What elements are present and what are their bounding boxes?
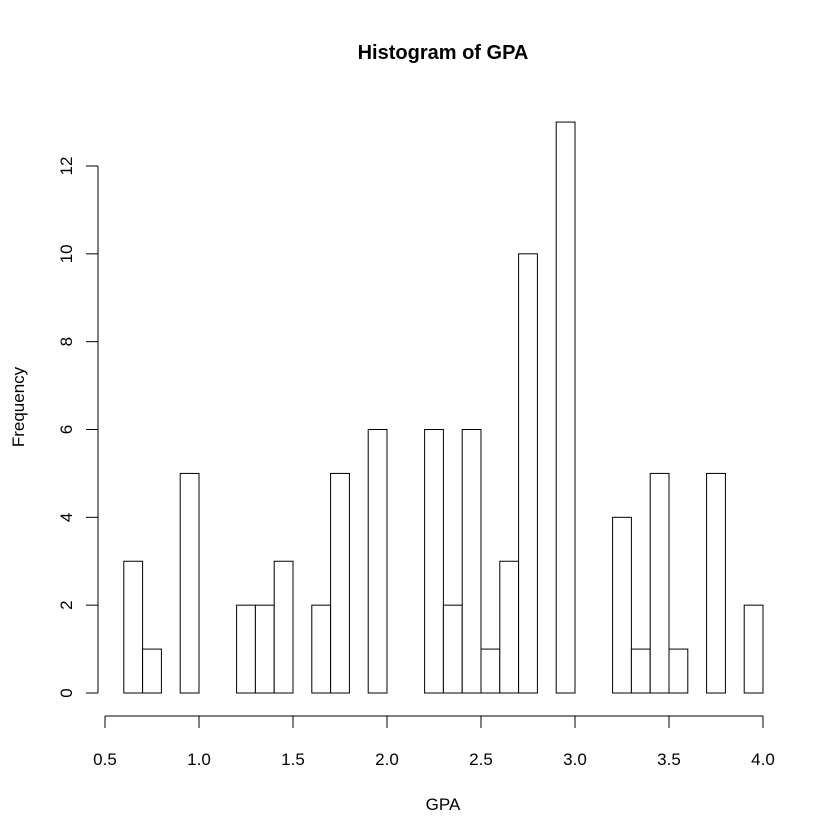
histogram-bar [612,516,632,694]
x-tick-label: 3.5 [657,750,681,769]
histogram-bar [330,472,350,694]
histogram-bar [518,253,538,694]
y-tick-label: 12 [57,157,76,176]
histogram-bar [254,604,275,694]
histogram-bar [499,560,520,694]
histogram-bar [649,472,670,694]
x-tick-label: 1.5 [281,750,305,769]
x-axis: 0.5 1.0 1.5 2.0 2.5 3.0 3.5 4.0 [93,715,775,769]
y-tick-label: 8 [57,337,76,346]
y-tick-label: 2 [57,600,76,609]
x-tick-label: 2.0 [375,750,399,769]
histogram-bar [142,648,162,694]
x-tick-label: 0.5 [93,750,117,769]
histogram-bar [311,604,332,694]
histogram-bar [480,648,501,694]
histogram-bar [273,560,294,694]
histogram-bar [442,604,463,694]
histogram-bar [668,648,689,694]
y-tick-label: 0 [57,688,76,697]
y-tick-label: 4 [57,513,76,522]
x-tick-label: 3.0 [563,750,587,769]
y-tick-label: 6 [57,425,76,434]
histogram-bar [367,429,388,694]
histogram-bar [630,648,651,694]
x-axis-label: GPA [426,795,461,814]
histogram-bar [555,121,576,694]
y-tick-label: 10 [57,244,76,263]
x-tick-label: 4.0 [751,750,775,769]
histogram-bar [424,429,444,694]
x-tick-label: 2.5 [469,750,493,769]
chart-title: Histogram of GPA [358,42,529,64]
histogram-bar [461,429,482,694]
histogram-bar [123,560,144,694]
y-axis-label: Frequency [9,366,28,447]
y-axis: 0 2 4 6 8 10 12 [57,157,99,698]
histogram-bar [706,472,726,694]
bars-group [123,121,764,694]
x-tick-label: 1.0 [187,750,211,769]
histogram-bar [179,472,200,694]
histogram-bar [236,604,256,694]
histogram-bar [743,604,764,694]
